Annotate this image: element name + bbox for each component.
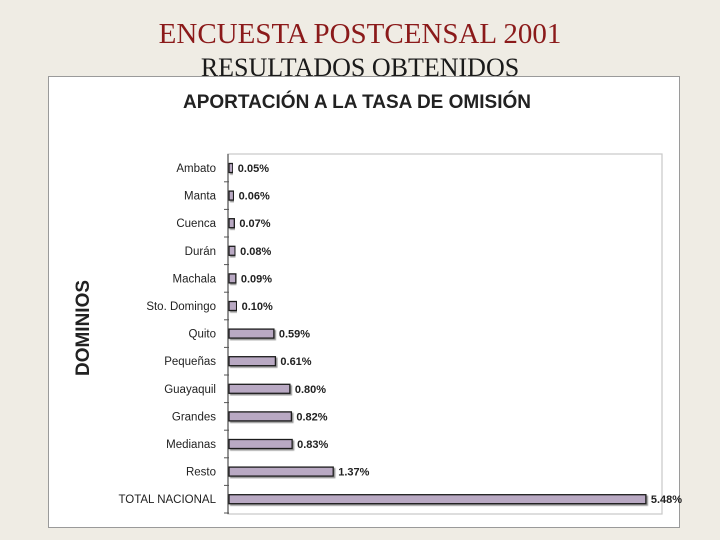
category-label: Quito (189, 329, 217, 341)
data-label: 1.37% (338, 467, 369, 479)
bar (228, 466, 334, 477)
category-label: Grandes (172, 411, 216, 423)
data-label: 0.83% (297, 439, 328, 451)
data-label: 0.10% (242, 301, 273, 313)
chart-panel (48, 76, 680, 528)
bar (228, 356, 277, 367)
category-label: Sto. Domingo (146, 301, 216, 313)
slide-subtitle: RESULTADOS OBTENIDOS (200, 53, 520, 76)
bar (228, 300, 238, 312)
category-label: TOTAL NACIONAL (118, 494, 216, 506)
bar (228, 218, 235, 229)
data-label: 0.82% (296, 411, 327, 423)
bar (228, 494, 647, 505)
category-label: Medianas (166, 439, 216, 451)
bar (228, 328, 275, 339)
data-label: 0.07% (239, 218, 270, 230)
data-label: 0.80% (295, 384, 326, 396)
category-label: Machala (173, 273, 217, 285)
category-label: Guayaquil (164, 384, 216, 396)
bar (228, 245, 236, 256)
data-label: 0.05% (238, 163, 269, 175)
bar (228, 438, 293, 450)
bar (228, 383, 291, 394)
y-axis-label: DOMINIOS (73, 280, 94, 376)
category-label: Resto (186, 467, 216, 479)
chart-title: APORTACIÓN A LA TASA DE OMISIÓN (183, 91, 531, 113)
bar (228, 411, 293, 422)
category-label: Ambato (176, 163, 216, 175)
data-label: 0.06% (239, 191, 270, 203)
data-label: 0.08% (240, 246, 271, 258)
slide-title: ENCUESTA POSTCENSAL 2001 (158, 18, 562, 50)
category-label: Durán (185, 246, 216, 258)
category-label: Cuenca (176, 218, 216, 230)
data-label: 0.61% (280, 356, 311, 368)
bar (228, 273, 237, 284)
data-label: 0.59% (279, 329, 310, 341)
data-label: 0.09% (241, 273, 272, 285)
data-label: 5.48% (651, 494, 682, 506)
category-label: Manta (184, 191, 217, 203)
bar (228, 162, 234, 174)
category-label: Pequeñas (164, 356, 216, 368)
bar (228, 190, 235, 201)
